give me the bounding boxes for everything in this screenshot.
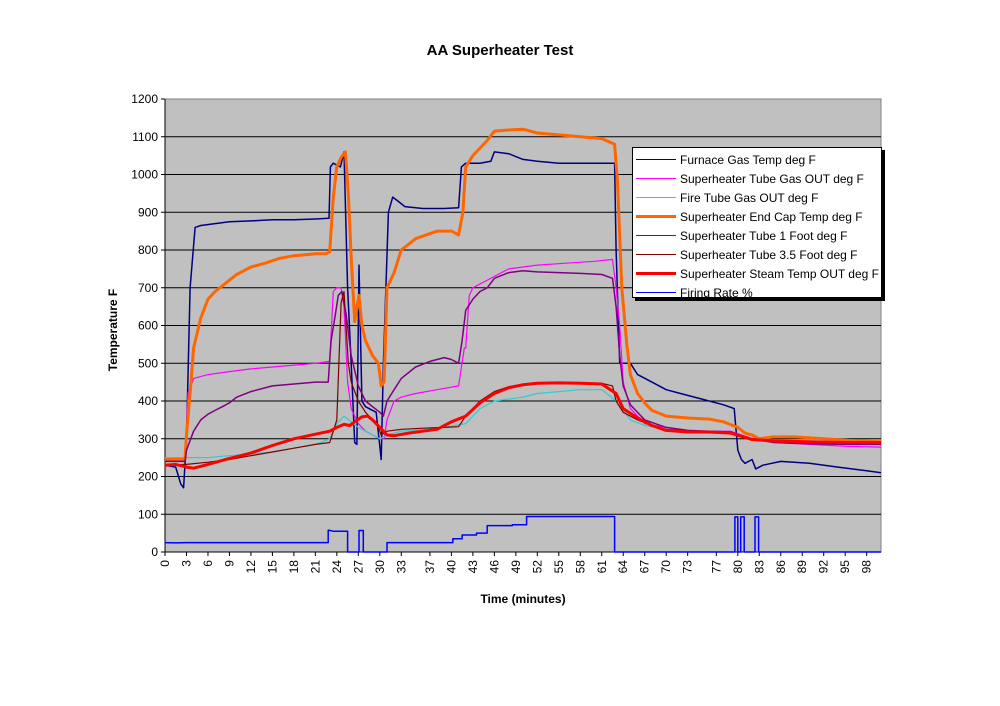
- legend-label: Superheater End Cap Temp deg F: [680, 209, 863, 224]
- x-tick-label: 18: [287, 560, 301, 574]
- x-tick-label: 83: [752, 560, 766, 574]
- legend-item: Superheater Steam Temp OUT deg F: [636, 264, 881, 283]
- y-tick-label: 500: [138, 356, 158, 370]
- y-axis: 0 100 200 300 400 500 600 700 800 900 1000 1100 1200: [131, 92, 166, 559]
- x-tick-label: 15: [265, 560, 279, 574]
- legend-label: Superheater Tube 1 Foot deg F: [680, 228, 848, 243]
- x-tick-label: 3: [179, 560, 193, 567]
- x-tick-label: 89: [795, 560, 809, 574]
- x-tick-label: 95: [838, 560, 852, 574]
- y-tick-label: 200: [138, 470, 158, 484]
- y-tick-label: 800: [138, 243, 158, 257]
- y-tick-label: 1000: [131, 168, 158, 182]
- chart-title: AA Superheater Test: [426, 42, 574, 59]
- x-tick-label: 12: [244, 560, 258, 574]
- legend-swatch: [636, 215, 676, 218]
- x-tick-label: 6: [201, 560, 215, 567]
- legend-label: Firing Rate %: [680, 285, 753, 300]
- legend-item: Furnace Gas Temp deg F: [636, 150, 881, 169]
- legend-item: Fire Tube Gas OUT deg F: [636, 188, 881, 207]
- x-tick-label: 73: [681, 560, 695, 574]
- x-tick-label: 70: [659, 560, 673, 574]
- series-line-8: [164, 515, 881, 553]
- legend-label: Superheater Tube 3.5 Foot deg F: [680, 247, 858, 262]
- legend-swatch: [636, 158, 676, 161]
- legend-item: Superheater Tube 3.5 Foot deg F: [636, 245, 881, 264]
- legend-item: Superheater Tube 1 Foot deg F: [636, 226, 881, 245]
- legend-item: Superheater Tube Gas OUT deg F: [636, 169, 881, 188]
- series-layer: [164, 127, 882, 553]
- y-tick-label: 900: [138, 205, 158, 219]
- x-tick-label: 67: [638, 560, 652, 574]
- x-tick-label: 55: [552, 560, 566, 574]
- x-tick-label: 64: [616, 560, 630, 574]
- x-tick-label: 33: [394, 560, 408, 574]
- x-axis-label: Time (minutes): [480, 592, 566, 606]
- x-tick-label: 27: [351, 560, 365, 574]
- series-line-4: [165, 127, 882, 461]
- x-tick-label: 9: [222, 560, 236, 567]
- x-tick-label: 92: [817, 560, 831, 574]
- x-tick-label: 46: [487, 560, 501, 574]
- x-axis: 0 3 6 9 12 15 18 21 24 27 30 33 37 40 43 46 49 52 55 58 61 64…: [158, 551, 881, 574]
- legend-label: Fire Tube Gas OUT deg F: [680, 190, 819, 205]
- x-tick-label: 21: [308, 560, 322, 574]
- series-line-1: [164, 151, 882, 489]
- legend-swatch: [636, 177, 676, 180]
- x-tick-label: 40: [444, 560, 458, 574]
- x-tick-label: 37: [423, 560, 437, 574]
- x-tick-label: 80: [731, 560, 745, 574]
- x-tick-label: 86: [774, 560, 788, 574]
- legend-item: Superheater End Cap Temp deg F: [636, 207, 881, 226]
- y-tick-label: 400: [138, 394, 158, 408]
- x-tick-label: 61: [595, 560, 609, 574]
- legend-item: Firing Rate %: [636, 283, 881, 302]
- x-tick-label: 0: [158, 560, 172, 567]
- x-tick-label: 49: [509, 560, 523, 574]
- legend-swatch: [636, 196, 676, 199]
- x-tick-label: 24: [330, 560, 344, 574]
- series-line-7: [164, 381, 881, 470]
- y-tick-label: 1100: [132, 130, 158, 144]
- x-tick-label: 52: [530, 560, 544, 574]
- x-tick-label: 30: [373, 560, 387, 574]
- legend-label: Furnace Gas Temp deg F: [680, 152, 816, 167]
- y-tick-label: 1200: [131, 92, 158, 106]
- x-tick-label: 43: [466, 560, 480, 574]
- y-tick-label: 700: [138, 281, 158, 295]
- legend-label: Superheater Steam Temp OUT deg F: [680, 266, 879, 281]
- legend-label: Superheater Tube Gas OUT deg F: [680, 171, 864, 186]
- x-tick-label: 77: [709, 560, 723, 574]
- legend: Furnace Gas Temp deg F Superheater Tube G…: [632, 147, 882, 300]
- x-tick-label: 58: [573, 560, 587, 574]
- legend-swatch: [636, 234, 676, 237]
- legend-swatch: [636, 291, 676, 294]
- series-line-5: [165, 270, 881, 463]
- y-tick-label: 300: [138, 432, 158, 446]
- legend-swatch: [636, 272, 676, 275]
- y-tick-label: 0: [151, 545, 158, 559]
- y-tick-label: 600: [138, 319, 158, 333]
- y-tick-label: 100: [138, 507, 158, 521]
- legend-swatch: [636, 253, 676, 256]
- x-tick-label: 98: [860, 560, 874, 574]
